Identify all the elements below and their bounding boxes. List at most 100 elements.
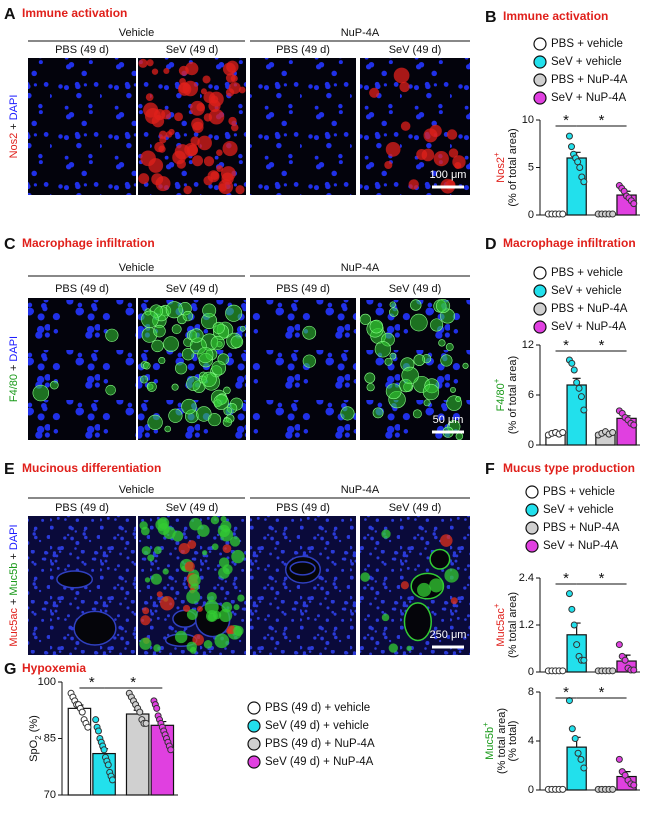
stain-part: + <box>8 123 20 129</box>
data-point <box>153 704 161 712</box>
stain-blob <box>205 610 218 622</box>
data-point <box>630 421 638 429</box>
stain-blob <box>163 67 170 75</box>
data-point <box>573 379 581 386</box>
stain-blob <box>196 605 203 612</box>
stain-blob <box>105 328 119 342</box>
stain-blob <box>156 591 163 598</box>
stain-blob <box>231 549 245 564</box>
data-point <box>104 761 112 769</box>
stain-blob <box>389 301 396 308</box>
legend-label: PBS + NuP-4A <box>551 303 628 315</box>
y-tick-label: 5 <box>528 161 534 173</box>
stain-blob <box>141 310 159 329</box>
stain-part: Nos2 <box>8 133 20 159</box>
micrograph <box>28 58 136 195</box>
stain-blob <box>389 307 399 317</box>
data-point <box>84 723 92 731</box>
group-header: NuP-4A <box>341 484 380 496</box>
stain-blob <box>369 319 384 334</box>
column-header: PBS (49 d) <box>55 44 109 56</box>
stain-blob <box>212 321 225 334</box>
data-point <box>609 785 617 793</box>
stain-blob <box>208 108 225 125</box>
data-point <box>609 210 617 218</box>
stain-blob <box>221 172 234 185</box>
stain-blob <box>153 324 166 338</box>
data-point <box>92 716 100 724</box>
stain-blob <box>364 372 376 384</box>
airway <box>289 561 316 576</box>
panel-label: B <box>485 9 497 26</box>
stain-blob <box>158 145 166 153</box>
stain-blob <box>201 371 217 388</box>
legend-marker <box>533 302 547 316</box>
stain-blob <box>412 409 422 419</box>
group-header: Vehicle <box>119 27 154 39</box>
legend-marker <box>533 266 547 280</box>
stain-blob <box>188 573 201 587</box>
y-tick-label: 0 <box>528 666 534 678</box>
stain-blob <box>203 156 215 167</box>
stain-blob <box>222 62 236 76</box>
stain-blob <box>204 600 219 615</box>
stain-blob <box>410 299 422 311</box>
stain-blob <box>181 347 195 361</box>
stain-part: F4/80 <box>8 374 20 402</box>
stain-blob <box>186 609 198 620</box>
stain-blob <box>165 301 183 319</box>
stain-part: Muc5ac <box>8 608 20 647</box>
stain-blob <box>161 109 171 120</box>
group-header: NuP-4A <box>341 262 380 274</box>
stain-blob <box>455 396 462 403</box>
data-point <box>574 158 582 166</box>
data-point <box>136 708 144 716</box>
stain-blob <box>159 595 175 611</box>
stain-blob <box>385 141 401 157</box>
stain-part: DAPI <box>8 524 20 550</box>
legend-label: PBS + vehicle <box>551 267 623 279</box>
stain-blob <box>211 543 219 551</box>
y-tick-label: 100 <box>38 676 56 688</box>
stain-blob <box>233 604 240 611</box>
stain-blob <box>450 597 458 605</box>
stain-blob <box>219 528 234 542</box>
column-header: SeV (49 d) <box>166 283 219 295</box>
legend-marker <box>533 91 547 105</box>
panel-title: Hypoxemia <box>22 661 86 675</box>
panel-title: Mucinous differentiation <box>22 461 161 475</box>
stain-blob <box>302 354 316 368</box>
stain-blob <box>174 112 183 122</box>
y-axis-label: F4/80+ <box>492 378 507 411</box>
stain-blob <box>359 313 371 325</box>
y-tick-label: 85 <box>44 732 56 744</box>
stain-blob <box>216 149 223 156</box>
data-point <box>621 656 629 664</box>
stain-blob <box>153 644 161 652</box>
stain-blob <box>230 123 239 132</box>
stain-part: + <box>8 599 20 605</box>
stain-blob <box>189 328 204 343</box>
stain-blob <box>184 142 198 157</box>
stain-blob <box>235 185 245 195</box>
y-axis-unit: (% total area) <box>496 708 508 774</box>
y-label-part: Muc5ac <box>495 608 507 647</box>
data-point <box>615 641 623 649</box>
data-point <box>565 590 573 598</box>
significance-star: * <box>563 337 569 354</box>
stain-blob <box>186 641 197 653</box>
significance-star: * <box>89 674 95 691</box>
data-point <box>580 656 588 664</box>
y-tick-label: 1.2 <box>519 619 534 631</box>
stain-blob <box>436 298 451 314</box>
y-tick-label: 4 <box>528 735 534 747</box>
legend-label: SeV + vehicle <box>543 504 614 516</box>
stain-blob <box>429 124 442 138</box>
stain-blob <box>145 93 154 101</box>
data-point <box>559 667 567 675</box>
stain-blob <box>147 414 163 431</box>
y-axis-unit: (% of total area) <box>507 356 519 434</box>
micrograph <box>250 516 356 655</box>
stain-blob <box>400 121 411 131</box>
stain-blob <box>203 640 213 649</box>
